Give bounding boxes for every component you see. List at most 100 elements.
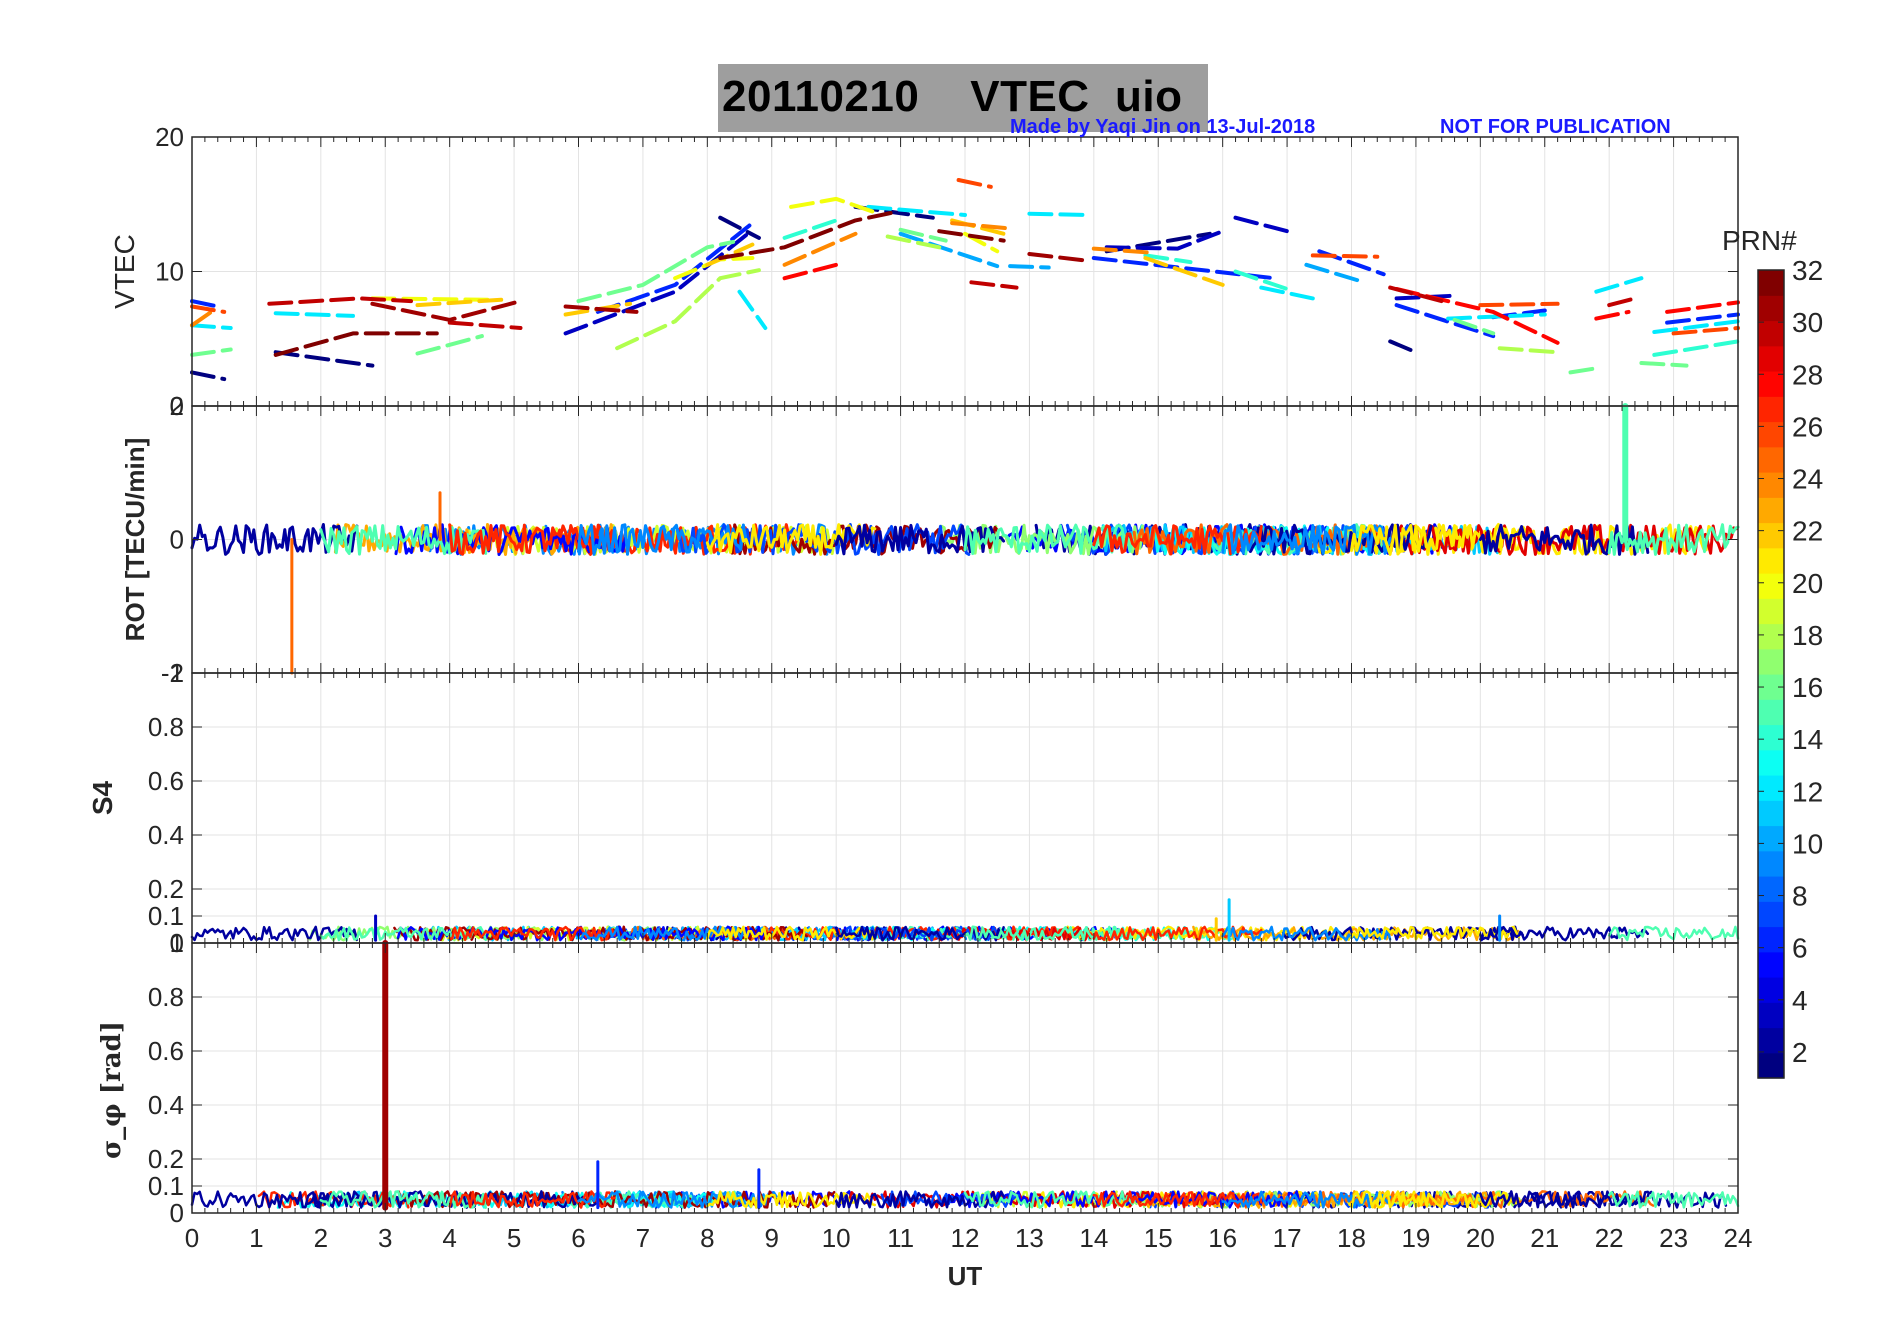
colorbar-step <box>1758 270 1784 296</box>
colorbar-step <box>1758 699 1784 726</box>
x-tick-label: 13 <box>1015 1223 1044 1253</box>
x-tick-label: 8 <box>700 1223 714 1253</box>
y-tick-label: 0.2 <box>148 1144 184 1174</box>
x-tick-label: 2 <box>314 1223 328 1253</box>
colorbar-step <box>1758 472 1784 498</box>
colorbar-tick-label: 30 <box>1792 307 1823 338</box>
colorbar-tick-label: 16 <box>1792 672 1823 703</box>
vtec-series-prn-16 <box>415 334 484 356</box>
vtec-series-prn-16 <box>190 347 233 357</box>
trace-prn-15 <box>963 523 1134 556</box>
vtec-series-prn-28 <box>782 262 839 281</box>
y-tick-label: 0.4 <box>148 820 184 850</box>
y-tick-label: 2 <box>170 391 184 421</box>
vtec-series-prn-18 <box>885 234 942 250</box>
y-tick-label: 10 <box>155 257 184 287</box>
title-box <box>718 64 1208 132</box>
y-tick-label: 1 <box>170 658 184 688</box>
colorbar-title: PRN# <box>1722 225 1797 256</box>
y-tick-label: 0.6 <box>148 766 184 796</box>
vtec-series-prn-18 <box>1497 346 1560 355</box>
colorbar-step <box>1758 749 1784 776</box>
vtec-series-prn-12 <box>1446 312 1547 321</box>
colorbar-step <box>1758 876 1784 902</box>
colorbar-step <box>1758 951 1784 978</box>
colorbar-step <box>1758 421 1784 448</box>
panel-data <box>190 898 1740 942</box>
x-tick-label: 21 <box>1530 1223 1559 1253</box>
vtec-series-prn-32 <box>937 229 1006 243</box>
y-tick-label: 0 <box>170 928 184 958</box>
vtec-series-prn-6 <box>1665 312 1740 325</box>
vtec-series-prn-26 <box>1671 326 1740 336</box>
colorbar-step <box>1758 800 1784 827</box>
trace-prn-27 <box>1092 1190 1263 1209</box>
x-tick-label: 9 <box>765 1223 779 1253</box>
vtec-series-prn-26 <box>956 178 993 189</box>
x-tick-label: 6 <box>571 1223 585 1253</box>
colorbar-step <box>1758 295 1784 322</box>
y-tick-label: 0.4 <box>148 1090 184 1120</box>
colorbar-step <box>1758 598 1784 625</box>
vtec-series-prn-26 <box>1310 253 1380 259</box>
vtec-series-prn-12 <box>1652 319 1740 334</box>
x-tick-label: 18 <box>1337 1223 1366 1253</box>
x-tick-label: 5 <box>507 1223 521 1253</box>
panel-ticks <box>191 405 1739 674</box>
vtec-series-prn-12 <box>1259 285 1315 301</box>
vtec-series-prn-14 <box>1652 339 1740 357</box>
trace-prn-5 <box>394 523 627 556</box>
figure-title: 20110210 VTEC uio <box>722 72 1183 121</box>
vtec-series-prn-10 <box>1008 264 1051 270</box>
colorbar-tick-label: 12 <box>1792 776 1823 807</box>
colorbar-tick-label: 6 <box>1792 933 1808 964</box>
x-tick-label: 19 <box>1401 1223 1430 1253</box>
vtec-series-prn-30 <box>1607 296 1637 308</box>
trace-prn-9 <box>1221 1190 1392 1209</box>
vtec-series-prn-12 <box>190 323 233 330</box>
vtec-series-prn-20 <box>789 196 877 215</box>
vtec-series-prn-18 <box>615 268 761 351</box>
y-tick-label: 0 <box>170 391 184 421</box>
colorbar-step <box>1758 775 1784 801</box>
panel-grid <box>191 136 1739 407</box>
trace-prn-2 <box>1478 523 1650 556</box>
colorbar-step <box>1758 547 1784 574</box>
panel-ticks <box>191 942 1739 1214</box>
trace-prn-2 <box>1479 925 1650 942</box>
vtec-series-prn-16 <box>1568 366 1599 375</box>
vtec-series-prn-1 <box>1388 339 1418 355</box>
y-tick-label: -2 <box>161 658 184 688</box>
vtec-series-prn-6 <box>1394 303 1496 339</box>
vtec-series-prn-30 <box>1388 285 1444 304</box>
colorbar-tick-label: 22 <box>1792 516 1823 547</box>
vtec-series-prn-32 <box>273 331 439 357</box>
trace-prn-2 <box>834 925 1005 942</box>
x-tick-label: 7 <box>636 1223 650 1253</box>
trace-prn-15 <box>1607 1190 1740 1209</box>
vtec-series-prn-3 <box>563 233 748 336</box>
x-tick-label: 4 <box>442 1223 456 1253</box>
y-tick-label: 0 <box>170 525 184 555</box>
publication-note: NOT FOR PUBLICATION <box>1440 116 1671 138</box>
colorbar-step <box>1758 623 1784 650</box>
x-tick-label: 10 <box>822 1223 851 1253</box>
vtec-series-prn-16 <box>576 239 736 304</box>
vtec-series-prn-10 <box>1304 262 1367 285</box>
trace-prn-15 <box>1607 523 1740 556</box>
y-tick-label: 0.2 <box>148 874 184 904</box>
y-tick-label: 1 <box>170 928 184 958</box>
colorbar-tick-label: 28 <box>1792 359 1823 390</box>
vtec-series-prn-14 <box>1143 253 1193 265</box>
y-tick-label: 20 <box>155 122 184 152</box>
x-tick-label: 3 <box>378 1223 392 1253</box>
vtec-series-prn-30 <box>267 296 413 306</box>
vtec-series-prn-32 <box>718 210 897 260</box>
trace-prn-21 <box>1350 523 1521 556</box>
trace-prn-9 <box>1221 523 1392 556</box>
vtec-series-prn-12 <box>1027 211 1090 217</box>
colorbar-step <box>1758 825 1784 852</box>
trace-prn-15 <box>319 1190 487 1209</box>
